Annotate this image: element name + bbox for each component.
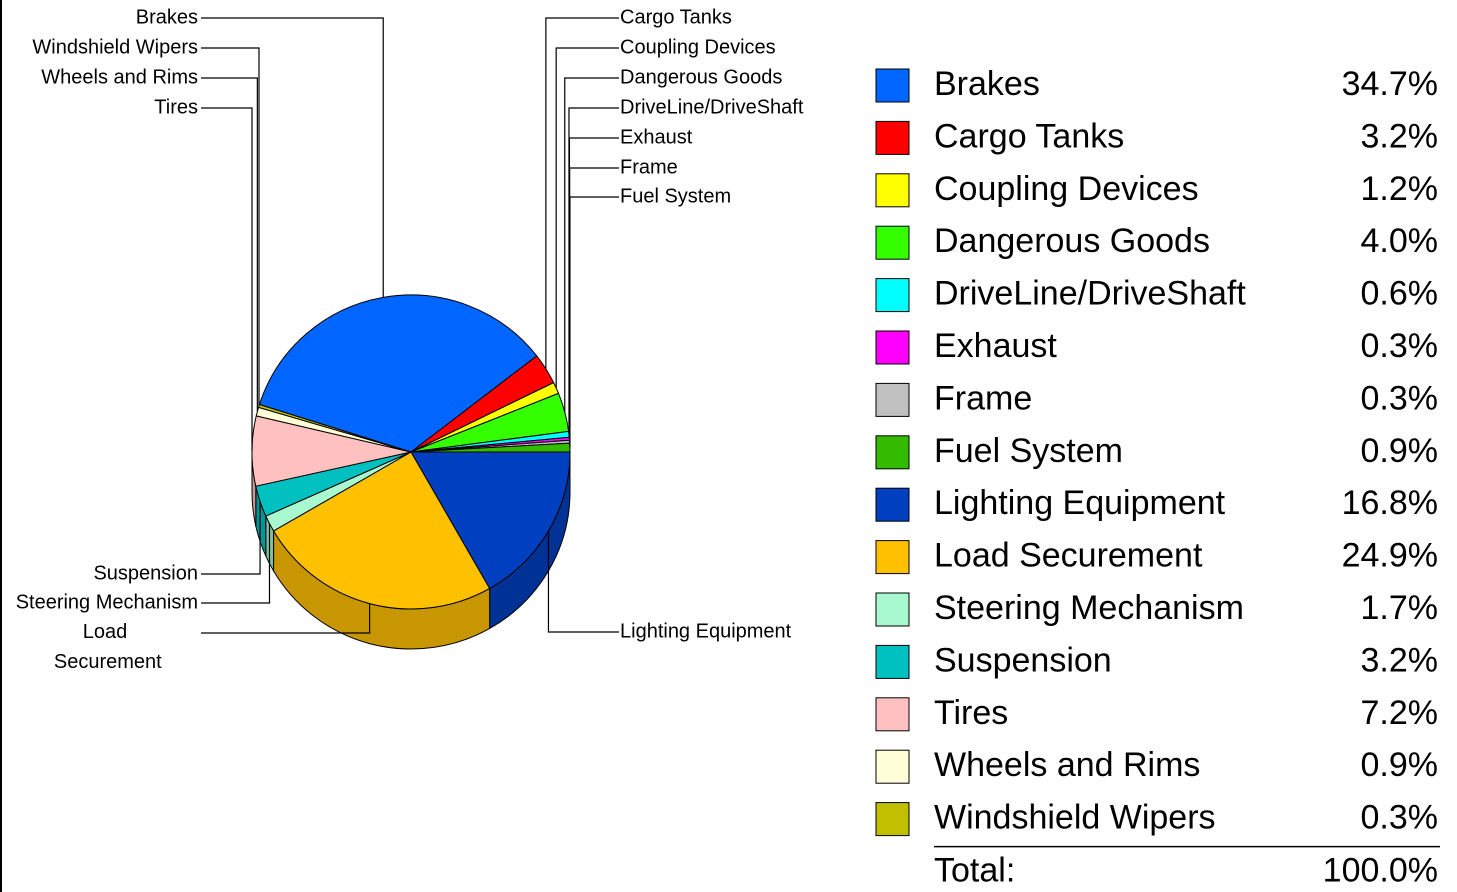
callout-label: Cargo Tanks (620, 6, 732, 28)
legend-label: Cargo Tanks (934, 117, 1124, 155)
legend-swatch (875, 487, 910, 522)
legend: Brakes 34.7% Cargo Tanks 3.2% Coupling Devic… (875, 65, 1440, 890)
legend-value: 0.3% (1361, 379, 1439, 417)
legend-label: Fuel System (934, 432, 1123, 470)
leader-line (568, 137, 619, 439)
callout-label: Wheels and Rims (41, 66, 198, 88)
legend-swatch (875, 697, 910, 732)
legend-value: 0.3% (1361, 327, 1439, 365)
legend-value: 16.8% (1342, 484, 1438, 522)
legend-value: 24.9% (1342, 537, 1438, 575)
leader-line (569, 167, 619, 442)
legend-value: 0.3% (1361, 799, 1439, 837)
callout-label: Exhaust (620, 126, 693, 148)
legend-value: 0.9% (1361, 746, 1439, 784)
legend-swatch (875, 382, 910, 417)
legend-label: Windshield Wipers (934, 799, 1216, 837)
legend-swatch (875, 435, 910, 470)
callout-label: Dangerous Goods (620, 66, 782, 88)
legend-label: Wheels and Rims (934, 746, 1200, 784)
leader-line (547, 530, 619, 633)
callout-label: Tires (154, 96, 198, 118)
callout-label: Coupling Devices (620, 36, 776, 58)
callout-label: Suspension (93, 562, 198, 584)
legend-label: Load Securement (934, 537, 1203, 575)
leader-line (201, 47, 260, 406)
legend-label: Exhaust (934, 327, 1057, 365)
leader-line (545, 17, 619, 369)
legend-value: 1.2% (1361, 170, 1439, 208)
legend-swatch (875, 278, 910, 313)
legend-label: Brakes (934, 65, 1040, 103)
legend-swatch (875, 68, 910, 103)
callout-label: DriveLine/DriveShaft (620, 96, 804, 118)
leader-line (568, 107, 619, 435)
callout-label: Load Securement (48, 621, 162, 673)
legend-label: DriveLine/DriveShaft (934, 275, 1246, 313)
legend-value: 7.2% (1361, 694, 1439, 732)
legend-swatch (875, 592, 910, 627)
pie-tops (251, 294, 571, 610)
legend-swatch (875, 540, 910, 575)
leader-line (569, 196, 619, 448)
callout-label: Brakes (136, 6, 198, 28)
legend-label: Frame (934, 379, 1032, 417)
legend-label: Suspension (934, 641, 1112, 679)
legend-swatch (875, 802, 910, 837)
callout-label: Fuel System (620, 185, 731, 207)
legend-swatch (875, 330, 910, 365)
slice (258, 294, 538, 453)
callout-label: Windshield Wipers (32, 36, 198, 58)
legend-swatch (875, 644, 910, 679)
legend-value: 34.7% (1342, 65, 1438, 103)
legend-label: Tires (934, 694, 1008, 732)
legend-label: Steering Mechanism (934, 589, 1244, 627)
callout-label: Frame (620, 156, 678, 178)
callouts: Brakes Cargo Tanks Coupling Devices Dangero… (16, 6, 804, 673)
legend-label: Dangerous Goods (934, 222, 1210, 260)
total-label: Total: (934, 852, 1015, 890)
legend-swatch (875, 749, 910, 784)
leader-line (201, 603, 371, 634)
leader-line (201, 107, 253, 452)
leader-line (564, 77, 619, 413)
legend-value: 3.2% (1361, 641, 1439, 679)
legend-value: 4.0% (1361, 222, 1439, 260)
callout-label: Lighting Equipment (620, 620, 792, 642)
leader-line (201, 501, 261, 575)
legend-swatch (875, 225, 910, 260)
legend-swatch (875, 173, 910, 208)
legend-swatch (875, 120, 910, 155)
leader-line (201, 523, 271, 604)
legend-value: 3.2% (1361, 117, 1439, 155)
legend-label: Lighting Equipment (934, 484, 1226, 522)
total-value: 100.0% (1323, 852, 1438, 890)
callout-label: Steering Mechanism (16, 591, 198, 613)
legend-value: 0.9% (1361, 432, 1439, 470)
leader-line (201, 17, 384, 298)
legend-label: Coupling Devices (934, 170, 1199, 208)
legend-value: 1.7% (1361, 589, 1439, 627)
leader-line (555, 47, 619, 388)
leader-line (201, 77, 258, 412)
legend-value: 0.6% (1361, 275, 1439, 313)
